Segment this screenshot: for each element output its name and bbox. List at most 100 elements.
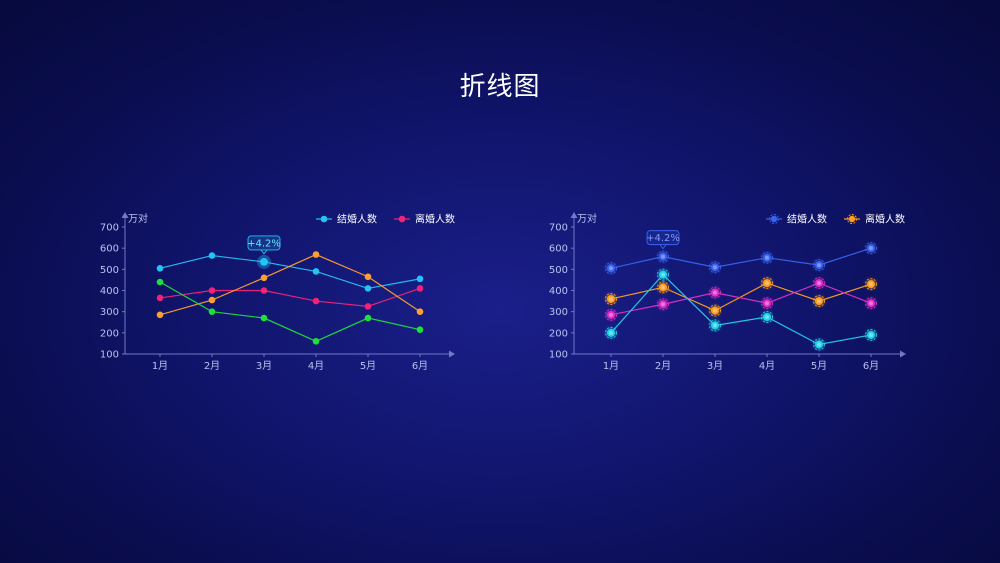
series-line-2: [159, 253, 421, 316]
x-tick-label: 1月: [603, 360, 619, 372]
y-unit-label: 万对: [577, 212, 597, 225]
legend-item-0[interactable]: 结婚人数: [766, 213, 827, 226]
y-tick-label: 300: [100, 307, 119, 318]
data-point: [208, 296, 216, 304]
y-tick-label: 100: [100, 350, 119, 361]
data-point: [813, 259, 825, 272]
data-point: [761, 277, 773, 290]
data-point: [260, 287, 268, 294]
data-point: [416, 308, 424, 315]
data-point: [709, 319, 721, 332]
data-point: [761, 251, 773, 264]
data-point: [709, 261, 721, 274]
data-point: [865, 278, 877, 291]
x-axis-arrow: [900, 350, 906, 358]
data-point: [312, 268, 320, 275]
x-axis-arrow: [449, 350, 455, 358]
data-point: [605, 326, 617, 339]
annotation-label: +4.2%: [247, 238, 281, 249]
x-tick-label: 2月: [655, 360, 671, 372]
legend-item-0[interactable]: 结婚人数: [316, 213, 377, 226]
y-tick-label: 300: [549, 307, 568, 318]
legend-label: 结婚人数: [787, 213, 827, 226]
legend-label: 离婚人数: [415, 213, 455, 226]
annotation-label: +4.2%: [646, 233, 680, 244]
data-point: [208, 308, 216, 315]
legend-item-1[interactable]: 离婚人数: [394, 213, 455, 226]
series-line-0: [610, 247, 872, 269]
x-tick-label: 4月: [759, 360, 775, 372]
x-tick-label: 2月: [204, 360, 220, 372]
data-point: [657, 281, 669, 294]
x-tick-label: 1月: [152, 360, 168, 372]
data-point: [657, 298, 669, 311]
y-tick-label: 200: [549, 328, 568, 339]
data-point: [709, 304, 721, 317]
annotation-callout: +4.2%: [247, 235, 281, 255]
data-point: [605, 262, 617, 275]
data-point: [761, 310, 773, 323]
y-tick-label: 700: [549, 223, 568, 234]
y-tick-label: 700: [100, 223, 119, 234]
data-point: [364, 285, 372, 292]
series-line-3: [610, 273, 872, 346]
data-point: [312, 251, 320, 258]
data-point: [865, 328, 877, 341]
data-point: [364, 314, 372, 322]
y-tick-label: 600: [100, 244, 119, 255]
y-axis-arrow: [570, 212, 578, 218]
data-point: [416, 285, 424, 292]
highlight-point: [260, 257, 268, 266]
data-point: [605, 292, 617, 305]
y-tick-label: 400: [100, 286, 119, 297]
data-point: [761, 297, 773, 310]
x-tick-label: 5月: [811, 360, 827, 372]
data-point: [156, 264, 164, 272]
data-point: [416, 275, 424, 283]
data-point: [709, 286, 721, 299]
data-point: [416, 326, 424, 333]
data-point: [156, 294, 164, 302]
data-point: [156, 311, 164, 319]
y-tick-label: 100: [549, 350, 568, 361]
y-tick-label: 600: [549, 244, 568, 255]
data-point: [657, 250, 669, 263]
data-point: [260, 274, 268, 282]
data-point: [813, 295, 825, 308]
series-line-2: [610, 282, 872, 316]
series-line-3: [159, 281, 421, 342]
data-point: [364, 303, 372, 310]
y-tick-label: 200: [100, 328, 119, 339]
data-point: [605, 308, 617, 321]
legend-label: 离婚人数: [865, 213, 905, 226]
legend-item-1[interactable]: 离婚人数: [844, 213, 905, 226]
series-line-1: [159, 287, 421, 307]
x-tick-label: 5月: [360, 360, 376, 372]
data-point: [260, 314, 268, 322]
data-point: [208, 287, 216, 294]
page-title: 折线图: [459, 72, 541, 102]
x-tick-label: 6月: [412, 360, 428, 372]
y-tick-label: 500: [100, 265, 119, 276]
x-tick-label: 3月: [256, 360, 272, 372]
data-point: [813, 277, 825, 290]
y-axis-arrow: [121, 212, 129, 218]
data-point: [364, 273, 372, 281]
series-line-1: [610, 282, 872, 312]
data-point: [208, 252, 216, 259]
y-tick-label: 500: [549, 265, 568, 276]
data-point: [657, 268, 669, 281]
data-point: [865, 297, 877, 310]
data-point: [813, 338, 825, 351]
x-tick-label: 4月: [308, 360, 324, 372]
data-point: [865, 242, 877, 255]
data-point: [312, 338, 320, 345]
y-unit-label: 万对: [128, 212, 148, 225]
data-point: [156, 278, 164, 286]
legend-label: 结婚人数: [337, 213, 377, 226]
y-tick-label: 400: [549, 286, 568, 297]
x-tick-label: 6月: [863, 360, 879, 372]
data-point: [312, 297, 320, 305]
